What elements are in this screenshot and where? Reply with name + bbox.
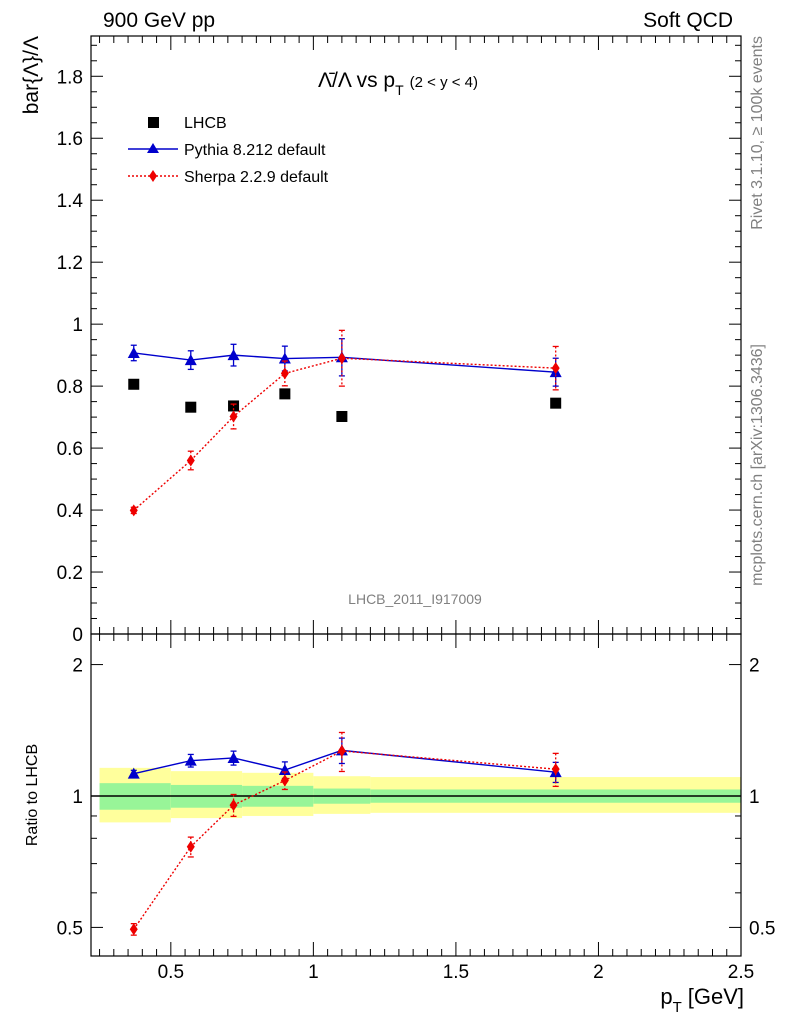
main-ylabel: bar{Λ}/Λ: [20, 36, 43, 114]
main-lhcb-point: [336, 410, 348, 422]
main-panel: 0 0.2 0.4 0.6 0.8 1 1.2 1.4 1.6 1.8 bar{Λ}/Λ Λ̄/Λ…: [20, 35, 742, 646]
legend-label-pythia: Pythia 8.212 default: [184, 142, 326, 159]
ratio-ytick-label-right: 2: [749, 656, 760, 677]
main-sherpa-point: [551, 362, 560, 375]
ratio-ytick-label-left: 2: [72, 656, 83, 677]
main-sherpa-line: [133, 357, 556, 511]
main-pythia-point: [127, 346, 140, 358]
ratio-sherpa-point: [186, 840, 195, 853]
ratio-pythia-point: [227, 751, 240, 763]
ratio-reference-bands: [91, 767, 741, 823]
ratio-sherpa-point: [280, 774, 289, 787]
ratio-sherpa-point: [229, 799, 238, 812]
main-series: [127, 329, 562, 517]
main-ytick-label: 1.6: [57, 129, 83, 150]
main-axis-ticks: 0 0.2 0.4 0.6 0.8 1 1.2 1.4 1.6 1.8: [57, 36, 742, 646]
rivet-label: Rivet 3.1.10, ≥ 100k events: [749, 36, 766, 230]
main-ytick-label: 1: [72, 315, 83, 336]
main-ytick-label: 1.2: [57, 253, 83, 274]
main-sherpa-point: [337, 352, 346, 365]
ratio-sherpa-point: [337, 744, 346, 757]
title-range: (2 < y < 4): [410, 74, 478, 91]
main-ytick-label: 0.2: [57, 563, 83, 584]
ratio-sherpa-point: [129, 923, 138, 936]
legend-marker-pythia: [147, 143, 159, 153]
ratio-pythia-point: [127, 767, 140, 779]
main-pythia-point: [227, 349, 240, 361]
main-lhcb-point: [550, 397, 562, 409]
main-pythia-point: [184, 354, 197, 366]
main-lhcb-point: [185, 401, 197, 413]
main-sherpa-point: [129, 504, 138, 517]
xlabel-unit: [GeV]: [688, 984, 744, 1009]
legend: LHCB Pythia 8.212 default Sherpa 2.2.9 d…: [128, 115, 329, 186]
title-main: Λ̄/Λ vs p: [318, 69, 395, 92]
ratio-xtick-label: 2.5: [728, 962, 754, 983]
main-ytick-label: 0.6: [57, 439, 83, 460]
ratio-ytick-label-left: 1: [72, 787, 83, 808]
xlabel-main: p: [660, 984, 672, 1009]
chart-title: Λ̄/Λ vs pT (2 < y < 4): [318, 69, 478, 98]
ratio-axis-ticks: 0.5 1 1.5 2 2.5 0.5 0.5 1 1 2 2: [57, 634, 775, 983]
main-ytick-label: 0: [72, 625, 83, 646]
main-ytick-label: 1.8: [57, 67, 83, 88]
main-sherpa-point: [229, 410, 238, 423]
legend-marker-sherpa: [149, 170, 157, 182]
ratio-ytick-label-left: 0.5: [57, 918, 83, 939]
title-sub: T: [395, 82, 404, 98]
xlabel-sub: T: [673, 999, 682, 1016]
main-ytick-label: 0.4: [57, 501, 84, 522]
main-ytick-label: 1.4: [57, 191, 84, 212]
legend-marker-lhcb: [148, 117, 159, 128]
ratio-ytick-label-right: 0.5: [749, 918, 775, 939]
main-pythia-line: [133, 352, 556, 373]
ratio-sherpa-point: [551, 763, 560, 776]
header-right: Soft QCD: [643, 9, 733, 32]
ratio-ylabel: Ratio to LHCB: [24, 744, 41, 846]
header-left: 900 GeV pp: [103, 9, 215, 32]
ratio-xtick-label: 0.5: [158, 962, 184, 983]
ratio-ytick-label-right: 1: [749, 787, 760, 808]
ratio-pythia-point: [184, 754, 197, 766]
x-axis-label: pT [GeV]: [660, 984, 744, 1016]
main-sherpa-point: [280, 367, 289, 380]
main-lhcb-point: [279, 388, 291, 400]
legend-label-lhcb: LHCB: [184, 115, 227, 132]
ratio-xtick-label: 1.5: [443, 962, 469, 983]
ratio-series: [127, 731, 562, 936]
main-sherpa-point: [186, 454, 195, 467]
mcplots-label: mcplots.cern.ch [arXiv:1306.3436]: [749, 344, 766, 586]
analysis-watermark: LHCB_2011_I917009: [348, 591, 482, 607]
ratio-xtick-label: 2: [593, 962, 604, 983]
ratio-panel: 0.5 1 1.5 2 2.5 0.5 0.5 1 1 2 2 Ratio to LHCB pT [G…: [24, 633, 775, 1016]
legend-label-sherpa: Sherpa 2.2.9 default: [184, 169, 329, 186]
main-lhcb-point: [128, 378, 140, 390]
ratio-sherpa-line: [133, 750, 556, 930]
ratio-xtick-label: 1: [308, 962, 319, 983]
main-ytick-label: 0.8: [57, 377, 83, 398]
ratio-frame: [90, 633, 742, 957]
